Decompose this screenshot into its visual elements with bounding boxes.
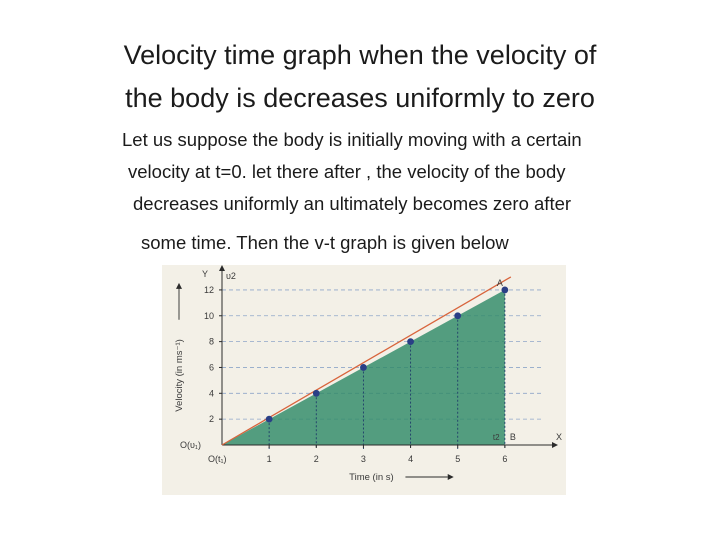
title-line-2: the body is decreases uniformly to zero (125, 83, 595, 113)
point-a-label: A (497, 278, 503, 288)
y-label-arrowhead (176, 282, 182, 289)
origin-t-label: O(t₁) (208, 454, 227, 464)
y-tick-label-5: 10 (204, 311, 214, 321)
x-axis-name: X (556, 432, 562, 442)
x-axis-arrow (552, 442, 558, 448)
x-tick-label-4: 4 (408, 454, 413, 464)
y-tick-label-4: 8 (209, 337, 214, 347)
x-tick-label-6: 6 (502, 454, 507, 464)
x-tick-label-1: 1 (267, 454, 272, 464)
x-tick-label-5: 5 (455, 454, 460, 464)
x-label-arrowhead (447, 474, 454, 480)
data-point-5 (454, 312, 462, 320)
y-tick-label-6: 12 (204, 285, 214, 295)
origin-v-label: O(υ₁) (180, 440, 201, 450)
y-tick-label-3: 6 (209, 362, 214, 372)
x-tick-label-3: 3 (361, 454, 366, 464)
y-tick-label-1: 2 (209, 414, 214, 424)
data-point-3 (360, 364, 367, 371)
data-point-2 (312, 389, 320, 397)
y-axis-label: Velocity (in ms⁻¹) (174, 339, 185, 412)
y-tick-label-2: 4 (209, 388, 214, 398)
paragraph-line-4: some time. Then the v-t graph is given b… (141, 232, 509, 253)
slide-title: Velocity time graph when the velocity of… (40, 34, 680, 120)
title-line-1: Velocity time graph when the velocity of (123, 40, 597, 70)
v2-label: υ2 (226, 271, 236, 281)
y-axis-name: Y (202, 269, 208, 279)
x-tick-label-2: 2 (314, 454, 319, 464)
area-under-line (222, 289, 505, 445)
t2-label: t2 (493, 433, 500, 442)
x-axis-label: Time (in s) (349, 472, 394, 483)
paragraph-line-2: velocity at t=0. let there after , the v… (128, 161, 566, 182)
paragraph-line-3: decreases uniformly an ultimately become… (133, 193, 572, 214)
paragraph-line-1: Let us suppose the body is initially mov… (122, 129, 582, 150)
point-b-label: B (510, 432, 516, 442)
data-point-6 (501, 286, 509, 294)
data-point-1 (265, 415, 273, 423)
y-axis-arrow (219, 265, 225, 271)
data-point-4 (407, 338, 414, 346)
